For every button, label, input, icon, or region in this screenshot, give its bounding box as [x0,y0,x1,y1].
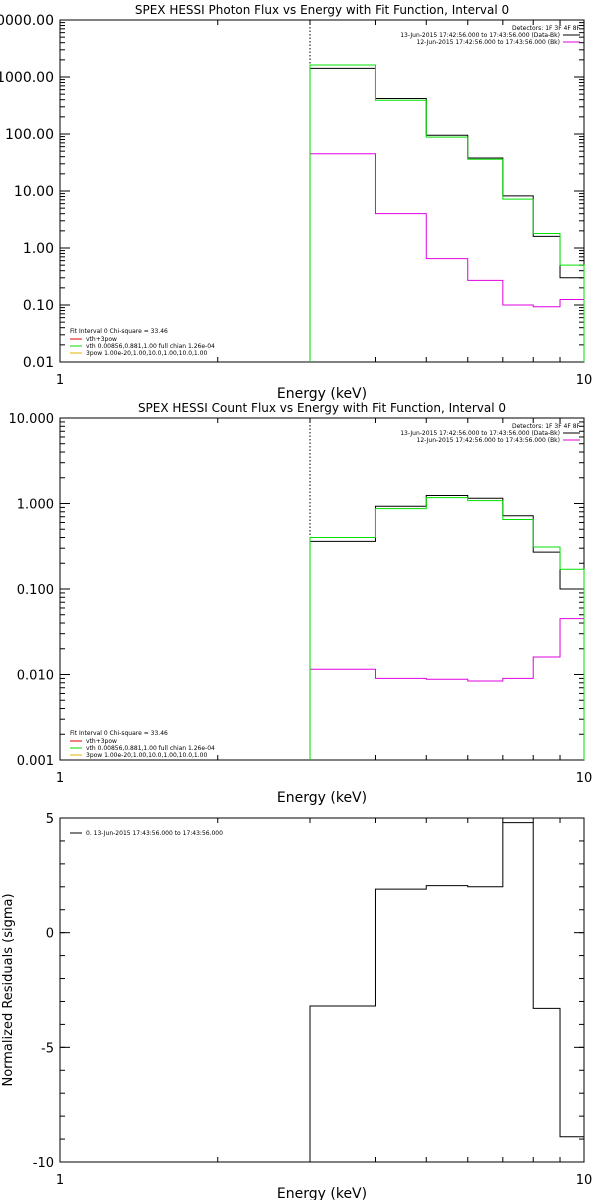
y-tick-label: 1.000 [17,498,54,513]
residuals-y-axis-label: Normalized Residuals (sigma) [1,893,16,1086]
x-tick-label: 10 [576,1173,593,1188]
photon-flux-title: SPEX HESSI Photon Flux vs Energy with Fi… [135,3,509,17]
photon-flux-legend-3pow: 3pow 1.00e-20,1.00,10.0,1.00,10.0,1.00 [86,350,207,357]
y-tick-label: 0.01 [23,355,54,371]
photon-flux-legend-fit: Fit Interval 0 Chi-square = 33.46 [70,328,168,335]
residuals-legend-text: 0. 13-Jun-2015 17:43:56.000 to 17:43:56.… [86,830,223,837]
residuals-x-tick-labels: 1 10 [56,1173,592,1188]
x-tick-label: 10 [576,771,593,786]
photon-flux-legend-detectors: Detectors: 1F 3F 4F 8F [512,25,581,32]
y-tick-label: -5 [41,1041,54,1056]
y-tick-label: -10 [33,1156,54,1171]
photon-flux-legend-data: 13-Jun-2015 17:42:56.000 to 17:43:56.000… [400,32,560,39]
residuals-frame [59,817,585,1163]
count-flux-legend-data: 13-Jun-2015 17:42:56.000 to 17:43:56.000… [400,430,560,437]
residuals-y-tick-labels: -10 -5 0 5 [33,812,54,1171]
series-background-line [309,153,585,362]
y-tick-label: 0.001 [17,754,54,769]
series-data-line [309,822,585,1162]
count-flux-legend-bottom: Fit Interval 0 Chi-square = 33.46 vth+3p… [70,730,215,759]
y-tick-label: 100.00 [5,127,54,143]
count-flux-legend-vth3pow: vth+3pow [86,738,117,745]
photon-flux-series [309,64,585,362]
photon-flux-panel: SPEX HESSI Photon Flux vs Energy with Fi… [0,3,592,402]
photon-flux-legend-bottom: Fit Interval 0 Chi-square = 33.46 vth+3p… [70,328,215,357]
x-tick-label: 1 [56,373,64,388]
count-flux-legend-detectors: Detectors: 1F 3F 4F 8F [512,423,581,430]
photon-flux-legend-vth3pow: vth+3pow [86,336,117,343]
photon-flux-x-axis-label: Energy (keV) [277,386,367,402]
y-tick-label: 0.10 [23,298,54,314]
count-flux-legend-3pow: 3pow 1.00e-20,1.00,10.0,1.00,10.0,1.00 [86,752,207,759]
residuals-x-axis-label: Energy (keV) [277,1186,367,1200]
x-tick-label: 1 [56,771,64,786]
y-tick-label: 5 [46,812,54,827]
count-flux-legend-vth: vth 0.00856,0.881,1.00 full chian 1.26e-… [86,745,215,752]
y-tick-label: 0.010 [17,669,54,684]
y-tick-label: 10.000 [9,412,55,427]
y-tick-label: 0.100 [17,583,54,598]
photon-flux-x-tick-labels: 1 10 [56,373,592,388]
count-flux-series [309,495,585,760]
series-background-line [309,618,585,760]
residuals-ticks [59,817,585,1163]
count-flux-legend-bk: 12-Jun-2015 17:42:56.000 to 17:43:56.000… [417,437,560,444]
series-model-line [309,497,585,760]
y-tick-label: 10000.00 [0,13,54,29]
photon-flux-legend-bk: 12-Jun-2015 17:42:56.000 to 17:43:56.000… [417,39,560,46]
y-tick-label: 10.00 [14,184,54,200]
y-tick-label: 1.00 [23,241,54,257]
y-tick-label: 1000.00 [0,70,54,86]
x-tick-label: 1 [56,1173,64,1188]
x-tick-label: 10 [576,373,593,388]
residuals-series [309,822,585,1162]
count-flux-x-tick-labels: 1 10 [56,771,592,786]
residuals-panel: -10 -5 0 5 1 10 Energy (keV) Normalized Resi… [1,812,592,1200]
count-flux-legend-top: Detectors: 1F 3F 4F 8F 13-Jun-2015 17:42… [400,423,580,444]
photon-flux-y-tick-labels: 0.01 0.10 1.00 10.00 100.00 1000.00 10000.00 [0,13,54,371]
series-model-line [309,64,585,362]
residuals-legend: 0. 13-Jun-2015 17:43:56.000 to 17:43:56.… [70,830,223,837]
count-flux-y-tick-labels: 0.001 0.010 0.100 1.000 10.000 [9,412,55,769]
y-tick-label: 0 [46,927,54,942]
count-flux-x-axis-label: Energy (keV) [277,790,367,806]
count-flux-ticks [59,417,585,761]
photon-flux-ticks [59,19,585,363]
count-flux-title: SPEX HESSI Count Flux vs Energy with Fit… [138,401,506,415]
photon-flux-legend-top: Detectors: 1F 3F 4F 8F 13-Jun-2015 17:42… [400,25,580,46]
count-flux-panel: SPEX HESSI Count Flux vs Energy with Fit… [9,401,593,806]
photon-flux-legend-vth: vth 0.00856,0.881,1.00 full chian 1.26e-… [86,343,215,350]
count-flux-legend-fit: Fit Interval 0 Chi-square = 33.46 [70,730,168,737]
